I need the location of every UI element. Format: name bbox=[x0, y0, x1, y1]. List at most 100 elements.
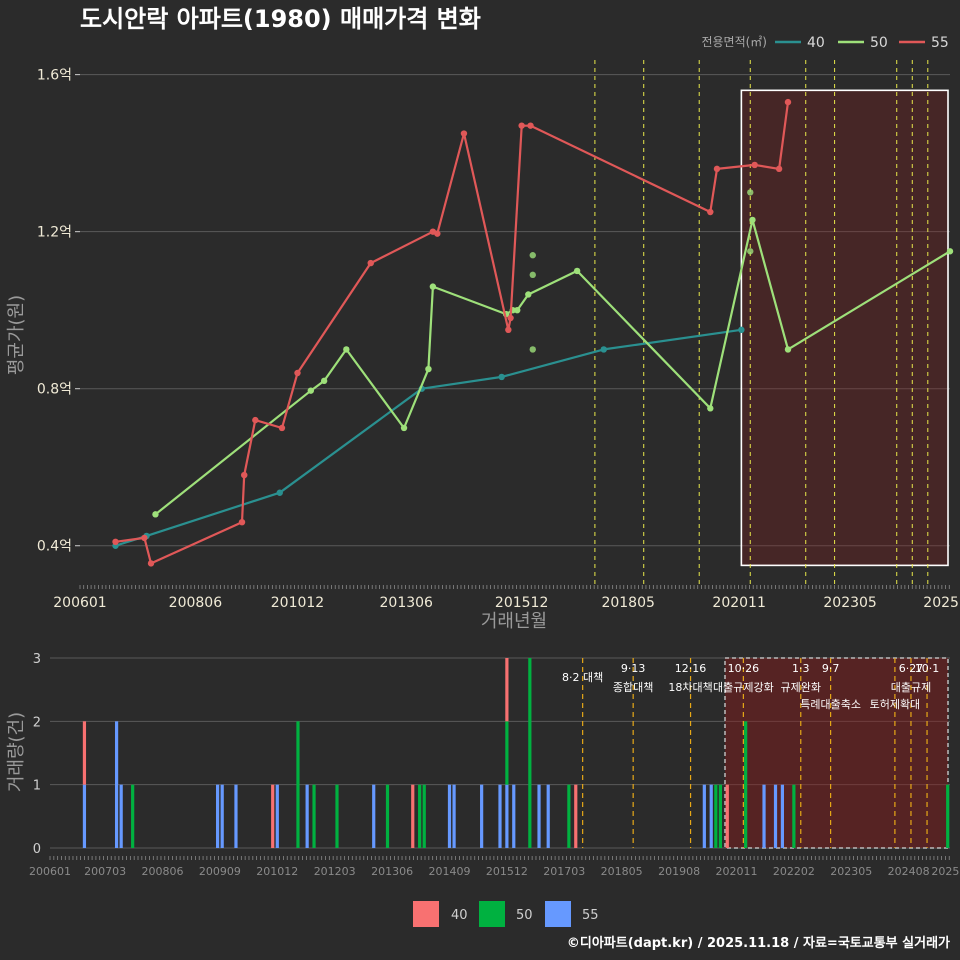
event-name-4: 규제완화 bbox=[781, 681, 821, 694]
legend2-swatch-40 bbox=[413, 901, 439, 927]
top-xtick-label-7: 202305 bbox=[823, 595, 876, 611]
top-highlight-box bbox=[740, 89, 949, 567]
bottom-xtick-label-5: 201203 bbox=[314, 865, 356, 878]
series-point-50 bbox=[946, 248, 954, 255]
volume-bar-40 bbox=[505, 658, 509, 722]
event-name-6: 토허제확대 bbox=[870, 698, 921, 711]
event-name-5: 특례대출축소 bbox=[800, 698, 861, 711]
series-point-55 bbox=[707, 208, 714, 216]
series-line-55 bbox=[115, 101, 790, 565]
volume-bar-55 bbox=[447, 784, 452, 848]
bottom-xtick-label-7: 201409 bbox=[428, 865, 470, 878]
volume-bar-40 bbox=[411, 784, 415, 848]
top-series bbox=[112, 98, 954, 567]
footer-credit: ©디아파트(dapt.kr) / 2025.11.18 / 자료=국토교통부 실… bbox=[567, 935, 950, 951]
volume-bar-50 bbox=[385, 784, 390, 848]
legend-top: 전용면적(㎡) 40 50 55 bbox=[701, 35, 948, 51]
bottom-ytick-label-1: 1 bbox=[33, 779, 41, 794]
event-date-8: 10·1 bbox=[915, 662, 940, 675]
volume-bar-50 bbox=[718, 784, 723, 848]
volume-bar-55 bbox=[119, 784, 123, 848]
bottom-x-ticks: 200601 200703 200806 200909 201012 201203 2013… bbox=[29, 856, 959, 878]
series-point-40 bbox=[600, 346, 607, 353]
series-point-55 bbox=[460, 130, 468, 137]
volume-bar-50 bbox=[744, 721, 748, 848]
scatter-point-50 bbox=[529, 346, 536, 353]
series-point-55 bbox=[278, 424, 286, 432]
volume-bar-40 bbox=[271, 784, 275, 848]
event-name-1: 종합대책 bbox=[613, 681, 653, 694]
top-x-ticks: 200601 200806 201012 201306 201512 201805 2020… bbox=[53, 585, 959, 611]
volume-bar-50 bbox=[335, 784, 339, 848]
volume-bar-55 bbox=[546, 784, 550, 848]
volume-bar-50 bbox=[422, 784, 426, 848]
bottom-xtick-label-13: 202202 bbox=[773, 865, 815, 878]
series-point-50 bbox=[749, 216, 756, 224]
volume-bar-55 bbox=[537, 784, 541, 848]
y-axis-title-top: 평균가(원) bbox=[6, 295, 27, 375]
volume-bar-40 bbox=[574, 784, 578, 848]
volume-bar-50 bbox=[131, 784, 135, 848]
volume-bar-50 bbox=[714, 784, 718, 848]
top-xtick-label-3: 201306 bbox=[380, 595, 434, 611]
volume-bar-55 bbox=[452, 784, 456, 848]
x-axis-title: 거래년월 bbox=[481, 611, 547, 632]
series-point-40 bbox=[498, 373, 505, 381]
series-point-50 bbox=[400, 424, 408, 432]
top-xtick-label-4: 201512 bbox=[495, 595, 548, 611]
series-point-55 bbox=[252, 416, 259, 424]
volume-bar-50 bbox=[505, 721, 509, 785]
series-point-55 bbox=[713, 165, 721, 173]
series-point-55 bbox=[784, 98, 792, 106]
bottom-xtick-label-8: 201512 bbox=[486, 865, 528, 878]
legend-label-55: 55 bbox=[931, 35, 949, 51]
volume-bar-55 bbox=[780, 784, 784, 848]
series-point-50 bbox=[784, 346, 792, 353]
scatter-point-50 bbox=[747, 189, 754, 196]
volume-bar-55 bbox=[498, 784, 502, 848]
volume-bar-50 bbox=[792, 784, 796, 848]
series-point-55 bbox=[241, 471, 248, 479]
series-point-50 bbox=[307, 387, 315, 394]
volume-bar-50 bbox=[946, 784, 950, 848]
series-point-55 bbox=[147, 560, 155, 567]
bottom-ytick-label-3: 3 bbox=[33, 652, 41, 667]
volume-bar-50 bbox=[418, 784, 422, 848]
event-date-2: 12·16 bbox=[675, 662, 707, 675]
top-ytick-label-2: 1.2억 bbox=[37, 225, 72, 241]
volume-bar-55 bbox=[216, 784, 220, 848]
top-ytick-label-1: 0.8억 bbox=[37, 382, 72, 398]
volume-bar-40 bbox=[82, 721, 87, 785]
top-xtick-label-6: 202011 bbox=[712, 595, 765, 611]
top-xtick-label-0: 200601 bbox=[53, 595, 106, 611]
series-point-50 bbox=[514, 306, 521, 314]
series-point-40 bbox=[738, 326, 745, 334]
legend-bottom: 40 50 55 bbox=[413, 901, 599, 927]
series-point-55 bbox=[294, 369, 301, 377]
top-xtick-label-8: 2025 bbox=[923, 595, 959, 611]
chart-title: 도시안락 아파트(1980) 매매가격 변화 bbox=[80, 5, 481, 33]
bottom-xtick-label-11: 201908 bbox=[658, 865, 700, 878]
scatter-point-50 bbox=[529, 271, 536, 279]
top-xtick-label-5: 201805 bbox=[601, 595, 654, 611]
volume-bar-55 bbox=[220, 784, 224, 848]
series-point-50 bbox=[525, 291, 532, 298]
series-point-50 bbox=[152, 511, 159, 518]
legend-label-40: 40 bbox=[807, 35, 825, 51]
bottom-y-ticks: 0 1 2 3 bbox=[33, 652, 41, 857]
legend2-swatch-55 bbox=[545, 901, 571, 927]
bottom-xtick-label-3: 200909 bbox=[199, 865, 241, 878]
legend2-label-50: 50 bbox=[516, 908, 533, 923]
volume-bar-55 bbox=[773, 784, 778, 848]
bottom-xtick-label-1: 200703 bbox=[84, 865, 126, 878]
volume-bar-50 bbox=[296, 721, 300, 848]
bottom-event-lines bbox=[582, 658, 928, 848]
top-highlight bbox=[740, 89, 949, 567]
event-date-1: 9·13 bbox=[621, 662, 646, 675]
series-line-50 bbox=[154, 218, 951, 516]
volume-bar-55 bbox=[505, 784, 509, 848]
series-point-55 bbox=[434, 230, 441, 237]
bottom-xtick-label-16: 2025 bbox=[931, 865, 959, 878]
bottom-xtick-label-15: 202408 bbox=[888, 865, 930, 878]
series-point-40 bbox=[276, 489, 283, 496]
